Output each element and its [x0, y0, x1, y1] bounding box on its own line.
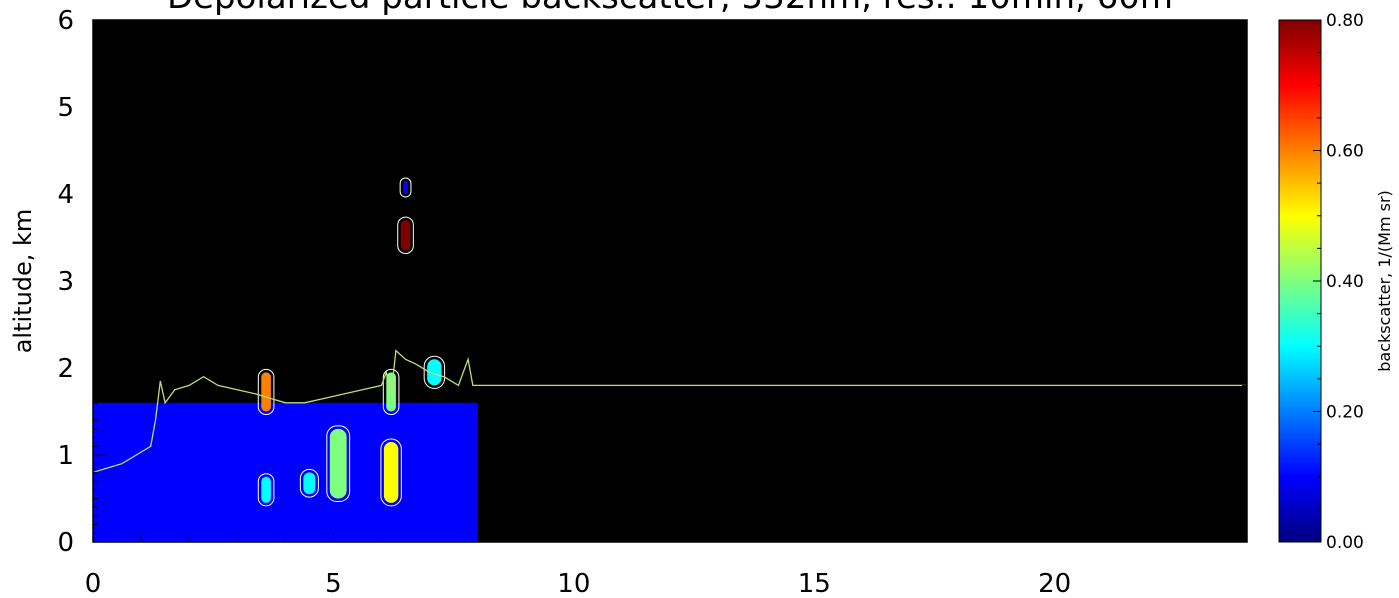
colorbar-tick-label: 0.80 [1326, 11, 1364, 31]
y-tick-label: 4 [57, 180, 74, 210]
chart-title: Depolarized particle backscatter, 532nm,… [167, 0, 1173, 17]
colorbar-tick-label: 0.40 [1326, 272, 1364, 292]
feature-contour [326, 425, 351, 502]
y-tick-label: 1 [57, 441, 74, 471]
x-tick-label: 5 [325, 569, 342, 598]
backscatter-feature [383, 441, 399, 503]
feature-contour [257, 473, 275, 507]
feature-contour [382, 368, 400, 416]
colorbar-label: backscatter, 1/(Mm sr) [1375, 190, 1394, 372]
backscatter-feature [261, 372, 271, 412]
feature-contour [399, 177, 412, 198]
backscatter-feature [403, 180, 408, 194]
feature-contour [380, 438, 402, 507]
boundary-layer-line [93, 349, 1247, 474]
backscatter-feature [329, 428, 347, 499]
backscatter-feature [261, 476, 271, 503]
y-tick-label: 3 [57, 267, 74, 297]
colorbar-tick-label: 0.20 [1326, 403, 1364, 423]
colorbar-tick-label: 0.60 [1326, 142, 1364, 162]
y-axis: 0 1 2 3 4 5 6 [57, 6, 1247, 558]
feature-contour [257, 368, 275, 416]
y-tick-label: 0 [57, 528, 74, 558]
backscatter-feature [93, 402, 478, 542]
backscatter-feature [400, 220, 411, 251]
y-tick-label: 5 [57, 93, 74, 123]
x-axis: 0 5 10 15 20 [85, 20, 1248, 598]
x-tick-label: 10 [557, 569, 590, 598]
colorbar-tick-label: 0.00 [1326, 533, 1364, 553]
y-axis-label: altitude, km [9, 209, 37, 354]
x-tick-label: 15 [798, 569, 831, 598]
x-tick-label: 0 [85, 569, 102, 598]
x-tick-label: 20 [1038, 569, 1071, 598]
data-layer [93, 177, 1247, 542]
backscatter-feature [427, 359, 442, 386]
feature-contour [299, 468, 319, 498]
backscatter-feature [303, 472, 316, 495]
colorbar-ticks: 0.00 0.20 0.40 0.60 0.80 [1313, 11, 1364, 553]
y-tick-label: 2 [57, 354, 74, 384]
feature-contour [397, 216, 414, 255]
feature-contour [423, 355, 446, 389]
y-tick-label: 6 [57, 6, 74, 36]
